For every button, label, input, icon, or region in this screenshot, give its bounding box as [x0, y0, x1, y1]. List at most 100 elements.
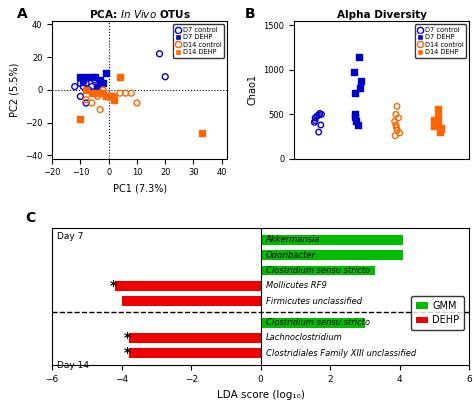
Text: C: C	[25, 211, 35, 225]
Text: Day 7: Day 7	[57, 232, 84, 241]
Point	[80, 77, 87, 84]
Text: Odoribacter: Odoribacter	[266, 251, 316, 260]
Point	[77, 116, 84, 123]
Text: Akkermansia: Akkermansia	[266, 235, 320, 244]
Point	[85, 87, 93, 93]
Point	[315, 129, 322, 136]
Text: Mollicutes RF9: Mollicutes RF9	[266, 281, 327, 290]
Point	[311, 117, 319, 124]
Point	[116, 74, 124, 80]
Point	[393, 127, 401, 134]
Legend: D7 control, D7 DEHP, D14 control, D14 DEHP: D7 control, D7 DEHP, D14 control, D14 DE…	[173, 24, 224, 58]
Point	[430, 116, 438, 123]
Point	[88, 90, 95, 97]
Point	[430, 123, 438, 129]
Point	[318, 111, 325, 118]
Point	[102, 70, 109, 77]
Point	[80, 83, 87, 90]
Point	[88, 83, 95, 90]
Point	[82, 96, 90, 103]
Point	[88, 100, 95, 106]
Text: B: B	[245, 7, 255, 21]
Point	[128, 90, 135, 97]
Point	[311, 115, 319, 121]
Point	[356, 53, 363, 60]
Text: Clostridiales Family XIII unclassified: Clostridiales Family XIII unclassified	[266, 349, 416, 358]
Bar	[261, 250, 403, 260]
Point	[436, 129, 444, 136]
Point	[93, 93, 101, 100]
Point	[102, 93, 109, 100]
Point	[396, 130, 404, 136]
Point	[105, 93, 112, 100]
Point	[434, 105, 441, 112]
Text: Clostridium sensu stricto: Clostridium sensu stricto	[266, 318, 370, 327]
Point	[99, 80, 107, 87]
Bar	[261, 318, 365, 328]
Point	[317, 122, 325, 129]
Point	[198, 129, 206, 136]
Bar	[115, 281, 261, 291]
Text: Clostridium sensu stricto: Clostridium sensu stricto	[266, 266, 370, 275]
Point	[434, 113, 442, 119]
Point	[122, 90, 129, 97]
Bar	[122, 296, 261, 306]
Point	[88, 74, 95, 80]
Point	[351, 111, 359, 118]
Point	[71, 83, 79, 90]
Point	[393, 103, 401, 110]
Point	[82, 87, 90, 93]
Point	[316, 110, 324, 117]
Point	[431, 121, 438, 127]
Point	[352, 89, 359, 96]
Point	[354, 122, 362, 129]
Text: Lachnoclostridium: Lachnoclostridium	[266, 333, 343, 342]
Point	[91, 74, 98, 80]
Point	[77, 74, 84, 80]
Point	[352, 117, 360, 124]
Title: Alpha Diversity: Alpha Diversity	[337, 10, 427, 20]
Point	[438, 126, 445, 133]
Point	[82, 80, 90, 87]
Point	[102, 93, 109, 100]
Text: Day 14: Day 14	[57, 361, 90, 370]
Point	[96, 80, 104, 87]
Title: PCA: $\it{In\ Vivo}$ OTUs: PCA: $\it{In\ Vivo}$ OTUs	[89, 8, 191, 20]
Point	[82, 100, 90, 106]
Point	[395, 115, 402, 121]
Bar	[128, 348, 261, 358]
Bar	[128, 333, 261, 343]
Point	[93, 90, 101, 97]
Point	[392, 122, 400, 129]
Point	[435, 118, 442, 125]
Legend: GMM, DEHP: GMM, DEHP	[411, 296, 465, 331]
Point	[93, 83, 101, 90]
Bar	[261, 265, 375, 276]
Point	[133, 100, 141, 106]
Point	[437, 124, 445, 131]
Text: A: A	[17, 7, 28, 21]
Point	[351, 114, 359, 121]
Text: *: *	[123, 346, 130, 360]
Point	[96, 106, 104, 113]
Point	[116, 90, 124, 97]
Point	[392, 111, 400, 118]
Point	[91, 77, 98, 84]
Text: *: *	[109, 279, 117, 293]
Point	[110, 96, 118, 103]
Point	[110, 93, 118, 100]
Point	[156, 50, 164, 57]
Text: Firmicutes unclassified: Firmicutes unclassified	[266, 297, 362, 306]
Y-axis label: PC2 (5.5%): PC2 (5.5%)	[9, 63, 19, 117]
Point	[350, 68, 358, 75]
X-axis label: LDA score (log₁₀): LDA score (log₁₀)	[217, 390, 305, 400]
X-axis label: PC1 (7.3%): PC1 (7.3%)	[113, 183, 167, 193]
Point	[96, 77, 104, 84]
Point	[99, 87, 107, 93]
Y-axis label: Chao1: Chao1	[248, 74, 258, 105]
Legend: D7 control, D7 DEHP, D14 control, D14 DEHP: D7 control, D7 DEHP, D14 control, D14 DE…	[414, 24, 466, 58]
Text: *: *	[123, 331, 130, 345]
Point	[108, 93, 115, 100]
Point	[315, 112, 322, 118]
Point	[358, 77, 365, 84]
